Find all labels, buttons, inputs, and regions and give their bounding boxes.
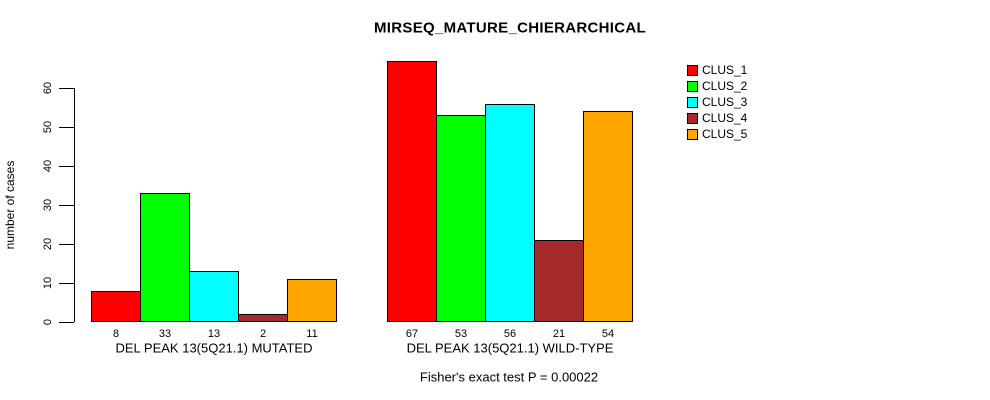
legend-swatch-clus_3 xyxy=(687,96,698,108)
y-axis-tick xyxy=(59,166,74,167)
legend-swatch-clus_5 xyxy=(687,128,698,140)
bar-clus_3-group2 xyxy=(485,104,535,322)
y-axis-tick-label: 10 xyxy=(42,276,54,290)
bar-value-label: 33 xyxy=(158,328,172,340)
bar-value-label: 13 xyxy=(207,328,221,340)
fisher-test-annotation: Fisher's exact test P = 0.00022 xyxy=(419,369,599,385)
legend-label: CLUS_1 xyxy=(702,63,748,77)
bar-value-label: 67 xyxy=(405,328,419,340)
bar-value-label: 53 xyxy=(454,328,468,340)
legend-item: CLUS_3 xyxy=(687,94,747,110)
bar-clus_5-group2 xyxy=(583,111,633,322)
x-axis-group-label: DEL PEAK 13(5Q21.1) WILD-TYPE xyxy=(406,340,614,356)
bar-clus_1-group2 xyxy=(387,61,437,322)
y-axis-label: number of cases xyxy=(3,160,17,250)
y-axis-tick xyxy=(59,88,74,89)
bar-value-label: 54 xyxy=(601,328,615,340)
y-axis-tick-label: 60 xyxy=(42,81,54,95)
y-axis-line xyxy=(74,88,75,322)
bar-value-label: 56 xyxy=(503,328,517,340)
legend-swatch-clus_1 xyxy=(687,64,698,76)
y-axis-tick xyxy=(59,205,74,206)
legend-item: CLUS_2 xyxy=(687,78,747,94)
bar-value-label: 8 xyxy=(112,328,120,340)
legend-label: CLUS_2 xyxy=(702,79,748,93)
y-axis-tick xyxy=(59,322,74,323)
legend-label: CLUS_3 xyxy=(702,95,748,109)
bar-clus_1-group1 xyxy=(91,291,141,322)
bar-value-label: 21 xyxy=(552,328,566,340)
bar-clus_3-group1 xyxy=(189,271,239,322)
legend-label: CLUS_4 xyxy=(702,111,748,125)
x-axis-group-label: DEL PEAK 13(5Q21.1) MUTATED xyxy=(115,340,313,356)
bar-clus_4-group1 xyxy=(238,314,288,322)
bar-clus_5-group1 xyxy=(287,279,337,322)
chart-title: MIRSEQ_MATURE_CHIERARCHICAL xyxy=(374,19,646,37)
bar-value-label: 2 xyxy=(259,328,267,340)
y-axis-tick-label: 20 xyxy=(42,237,54,251)
y-axis-tick-label: 40 xyxy=(42,159,54,173)
y-axis-tick xyxy=(59,127,74,128)
legend-swatch-clus_2 xyxy=(687,80,698,92)
legend: CLUS_1 CLUS_2 CLUS_3 CLUS_4 CLUS_5 xyxy=(687,62,747,142)
y-axis-tick xyxy=(59,283,74,284)
bar-clus_4-group2 xyxy=(534,240,584,322)
bar-value-label: 11 xyxy=(306,328,318,340)
bar-clus_2-group2 xyxy=(436,115,486,322)
bar-clus_2-group1 xyxy=(140,193,190,322)
legend-item: CLUS_4 xyxy=(687,110,747,126)
y-axis-tick-label: 30 xyxy=(42,198,54,212)
legend-label: CLUS_5 xyxy=(702,127,748,141)
legend-item: CLUS_5 xyxy=(687,126,747,142)
y-axis-tick-label: 50 xyxy=(42,120,54,134)
legend-item: CLUS_1 xyxy=(687,62,747,78)
y-axis-tick xyxy=(59,244,74,245)
y-axis-tick-label: 0 xyxy=(42,318,54,326)
legend-swatch-clus_4 xyxy=(687,112,698,124)
